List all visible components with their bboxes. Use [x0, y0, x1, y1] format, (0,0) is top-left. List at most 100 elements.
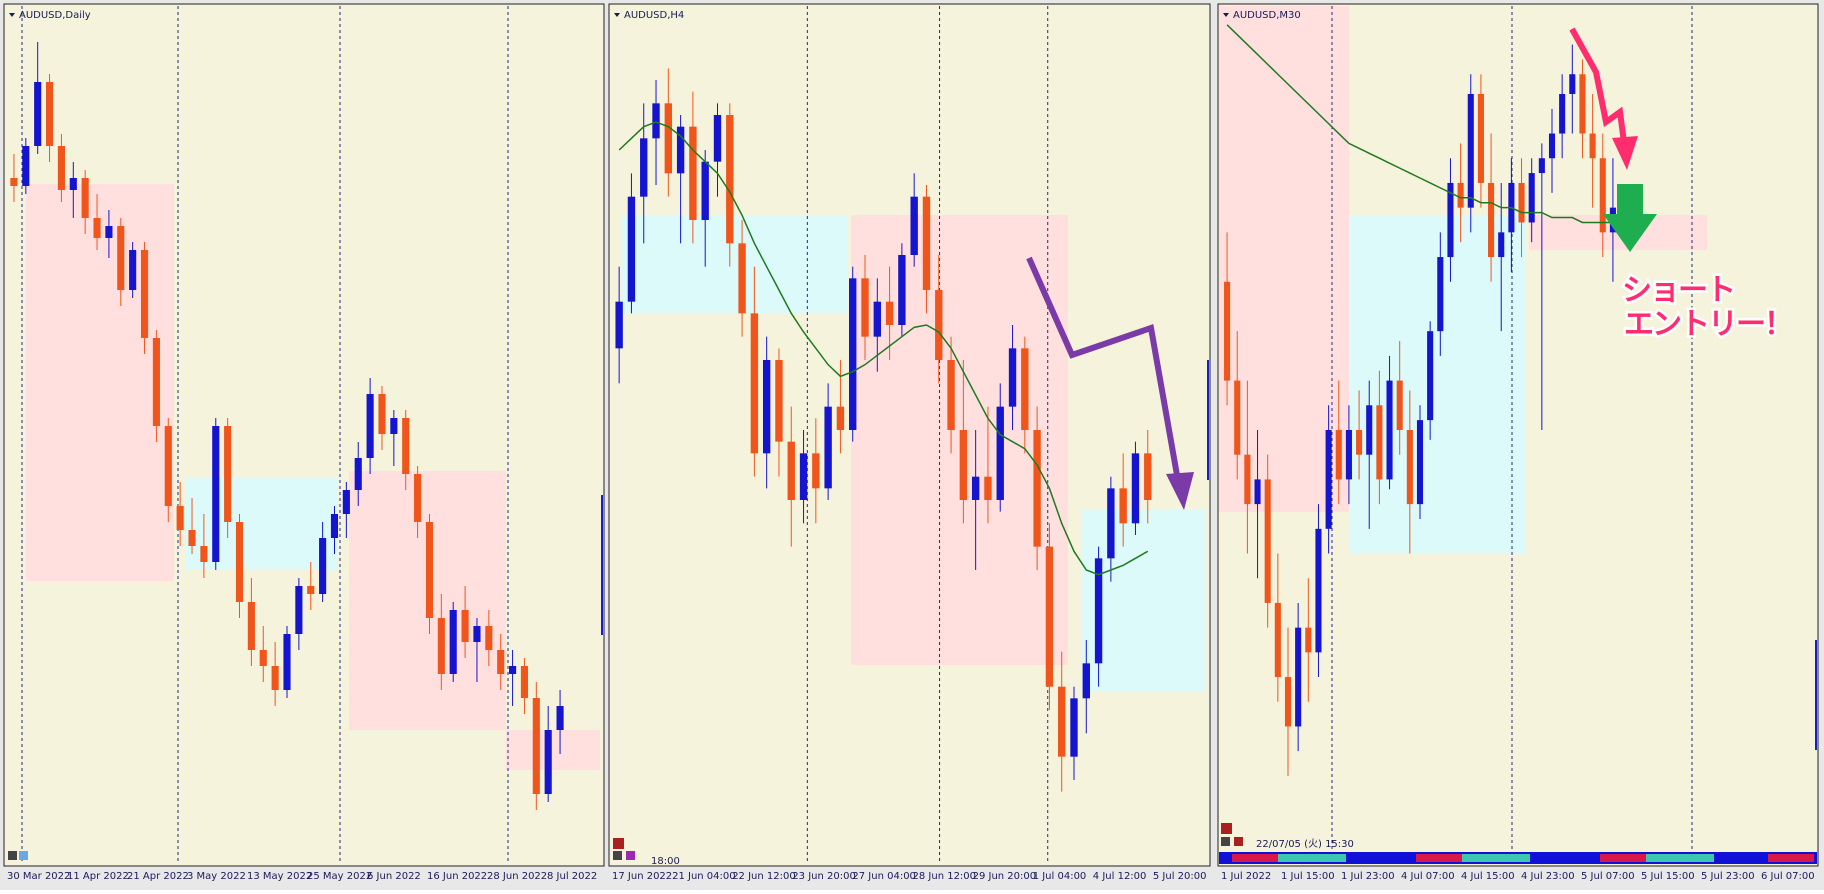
candle-body — [922, 196, 931, 290]
icon — [8, 851, 17, 860]
candle-body — [1234, 380, 1241, 455]
candle-body — [984, 476, 992, 500]
candle-body — [910, 196, 918, 255]
title-marker — [1223, 13, 1229, 17]
x-tick-label: 29 Jun 20:00 — [973, 871, 1037, 882]
x-tick-label: 21 Jun 04:00 — [672, 871, 736, 882]
candle-body — [1569, 74, 1576, 94]
candle-body — [437, 618, 445, 674]
strip — [1278, 854, 1346, 862]
purple-arrow — [1026, 256, 1183, 493]
candle-body — [713, 115, 722, 162]
candle-body — [390, 418, 398, 434]
candle-body — [1386, 380, 1393, 480]
candle-body — [1107, 488, 1115, 559]
candle-body — [1579, 74, 1586, 134]
candle-body — [200, 546, 208, 562]
x-tick-label: 4 Jul 23:00 — [1521, 871, 1575, 882]
x-tick-label: 13 May 2022 — [247, 871, 312, 882]
candle-body — [1528, 173, 1535, 223]
candle-body — [824, 406, 832, 489]
candle-body — [247, 602, 255, 650]
candle-body — [532, 698, 540, 794]
candle-body — [1325, 430, 1332, 529]
candle-body — [1335, 430, 1342, 480]
candle-body — [140, 250, 149, 338]
candle-body — [738, 243, 746, 314]
x-tick-label: 28 Jun 2022 — [487, 871, 547, 882]
candle-body — [1559, 94, 1566, 134]
candle-body — [1274, 602, 1281, 678]
candle-body — [81, 178, 89, 218]
candle-body — [812, 453, 820, 489]
x-tick-label: 16 Jun 2022 — [427, 871, 487, 882]
candle-body — [378, 394, 386, 434]
x-tick-label: 5 Jul 23:00 — [1701, 871, 1755, 882]
candle-body — [1437, 257, 1444, 332]
candle-body — [164, 426, 172, 506]
x-tick-label: 4 Jul 07:00 — [1401, 871, 1455, 882]
zone — [506, 730, 600, 770]
candle-body — [117, 226, 125, 290]
entry-label: エントリー！ — [1624, 307, 1792, 342]
x-tick-label: 6 Jul 07:00 — [1761, 871, 1815, 882]
x-tick-label: 28 Jun 12:00 — [913, 871, 977, 882]
x-tick-label: 6 Jun 2022 — [367, 871, 421, 882]
strip — [1600, 854, 1646, 862]
moving-average — [618, 121, 1149, 576]
icon — [1221, 837, 1230, 846]
candle-body — [1033, 430, 1041, 547]
candle-body — [836, 406, 845, 430]
candle-body — [1427, 331, 1434, 421]
candle-body — [414, 474, 422, 522]
candle-body — [1254, 479, 1261, 505]
x-tick-label: 5 Jul 07:00 — [1581, 871, 1635, 882]
candle-body — [1094, 558, 1103, 664]
time-label: 18:00 — [651, 856, 680, 867]
candle-body — [1008, 348, 1017, 407]
candle-body — [1376, 405, 1383, 480]
candle-body — [1224, 281, 1231, 381]
candle-body — [849, 278, 857, 430]
candle-body — [799, 453, 808, 500]
x-tick-label: 21 Apr 2022 — [127, 871, 189, 882]
candle-body — [1244, 454, 1251, 505]
green-down-arrow — [1603, 184, 1657, 252]
candle-body — [1264, 479, 1271, 603]
x-tick-label: 8 Jul 2022 — [547, 871, 597, 882]
candle-body — [885, 301, 894, 325]
candle-body — [105, 226, 113, 238]
candle-body — [701, 161, 709, 220]
candle-body — [1021, 348, 1029, 430]
candle-body — [1447, 182, 1454, 258]
x-tick-label: 1 Jul 2022 — [1221, 871, 1271, 882]
candle-body — [750, 313, 759, 454]
chart-title: AUDUSD,H4 — [624, 10, 684, 21]
candle-body — [283, 634, 291, 690]
x-tick-label: 25 May 2022 — [307, 871, 372, 882]
strip — [1232, 854, 1278, 862]
candle-body — [959, 430, 968, 500]
x-tick-label: 4 Jul 12:00 — [1093, 871, 1147, 882]
candle-body — [1295, 627, 1302, 727]
x-tick-label: 1 Jul 15:00 — [1281, 871, 1335, 882]
icon — [626, 851, 635, 860]
chart-title: AUDUSD,M30 — [1233, 10, 1301, 21]
candle-body — [652, 103, 660, 139]
candle-body — [10, 178, 18, 186]
candle-body — [544, 730, 552, 794]
candle-body — [556, 706, 564, 730]
zone — [1082, 509, 1205, 691]
candle-body — [354, 458, 362, 490]
candle-body — [93, 218, 101, 238]
overlay: ショート エントリー！ 18:00 22/07/05 (火) 15:30 — [8, 27, 1817, 867]
x-tick-label: 4 Jul 15:00 — [1461, 871, 1515, 882]
candle-body — [425, 522, 434, 618]
entry-label: ショート — [1622, 273, 1734, 308]
candle-body — [1070, 698, 1078, 757]
zone — [1219, 6, 1349, 512]
candle-body — [1045, 546, 1054, 687]
zone — [851, 215, 1068, 665]
candle-body — [787, 441, 795, 500]
